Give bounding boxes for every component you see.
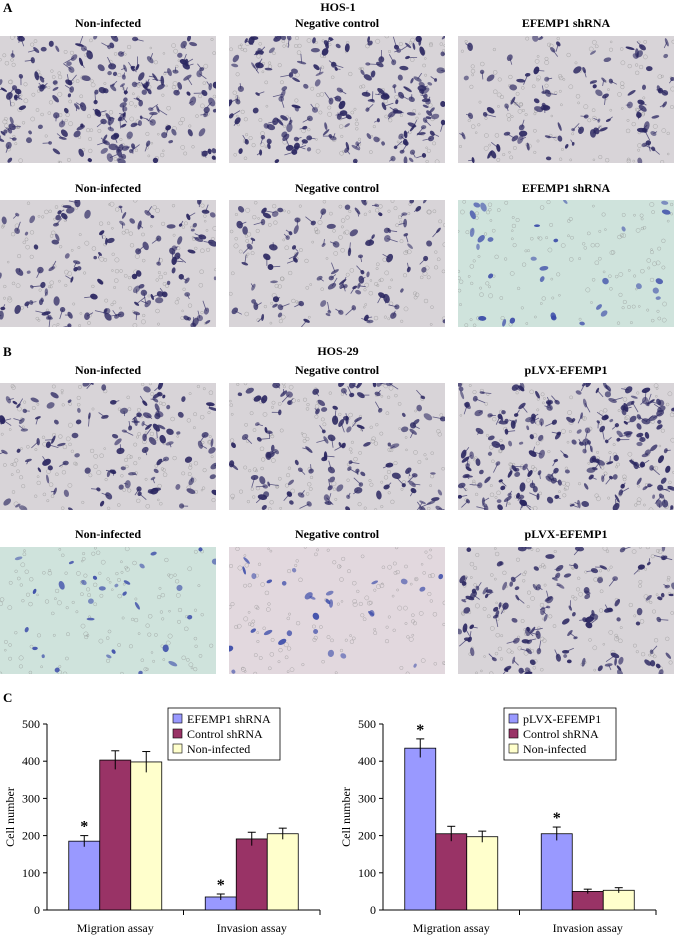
y-axis-label: Cell number — [3, 787, 17, 847]
caption-a2-1: Non-infected — [75, 181, 141, 195]
caption-b1-1: Non-infected — [75, 363, 141, 377]
caption-b2-1: Non-infected — [75, 527, 141, 541]
micrograph-a-migration-negative — [229, 36, 445, 163]
x-tick-label: Migration assay — [77, 921, 154, 935]
bar — [266, 833, 299, 911]
legend-box — [503, 707, 617, 761]
micrograph-b-migration-plvx — [458, 383, 674, 510]
micrograph-a-migration-shrna — [458, 36, 674, 163]
x-tick-label: Invasion assay — [217, 921, 287, 935]
y-tick-label: 500 — [358, 717, 376, 731]
significance-marker: * — [217, 877, 225, 894]
legend-label: Control shRNA — [187, 727, 263, 741]
y-tick-label: 200 — [22, 829, 40, 843]
legend-label: EFEMP1 shRNA — [187, 712, 271, 726]
y-tick-label: 500 — [22, 717, 40, 731]
bar — [435, 833, 468, 911]
legend-label: Non-infected — [523, 742, 586, 756]
micrograph-b-invasion-noninfected — [0, 547, 216, 674]
significance-marker: * — [416, 722, 424, 739]
panel-a-letter: A — [3, 0, 13, 15]
caption-b2-2: Negative control — [294, 527, 380, 541]
legend-label: pLVX-EFEMP1 — [523, 712, 601, 726]
y-tick-label: 0 — [34, 903, 40, 917]
micrograph-b-invasion-negative — [229, 547, 445, 674]
legend-swatch — [172, 713, 183, 724]
bar — [540, 833, 573, 911]
legend-swatch — [508, 728, 519, 739]
bar-chart-plvx-efemp1: 0 100 200 300 400 500 Cell number * Migration as… — [339, 707, 657, 935]
micrograph-a-invasion-negative — [229, 200, 445, 327]
caption-a1-3: EFEMP1 shRNA — [521, 16, 611, 30]
caption-b2-3: pLVX-EFEMP1 — [524, 527, 608, 541]
micrograph-b-invasion-plvx — [458, 547, 674, 674]
significance-marker: * — [80, 819, 88, 836]
panel-b-letter: B — [3, 344, 12, 359]
legend-swatch — [508, 713, 519, 724]
bar — [235, 838, 268, 911]
caption-b1-3: pLVX-EFEMP1 — [524, 363, 608, 377]
y-axis-label: Cell number — [339, 787, 353, 847]
caption-a2-3: EFEMP1 shRNA — [521, 181, 611, 195]
legend-label: Control shRNA — [523, 727, 599, 741]
micrograph-b-migration-noninfected — [0, 383, 216, 510]
y-tick-label: 300 — [22, 791, 40, 805]
x-tick-label: Migration assay — [413, 921, 490, 935]
micrograph-a-migration-noninfected — [0, 36, 216, 163]
bar — [130, 761, 163, 911]
bar — [99, 759, 132, 911]
panel-c-letter: C — [3, 690, 13, 705]
y-tick-label: 200 — [358, 829, 376, 843]
y-tick-label: 0 — [370, 903, 376, 917]
legend-swatch — [172, 743, 183, 754]
micrograph-a-invasion-shrna — [458, 200, 674, 327]
legend-swatch — [508, 743, 519, 754]
y-tick-label: 400 — [22, 754, 40, 768]
bar — [404, 747, 437, 911]
micrograph-b-migration-negative — [229, 383, 445, 510]
micrograph-a-invasion-noninfected — [0, 200, 216, 327]
bar-chart-efemp1-shrna: 0 100 200 300 400 500 Cell number * Migration as… — [3, 707, 321, 935]
y-tick-label: 100 — [358, 866, 376, 880]
panel-b-title: HOS-29 — [317, 344, 359, 358]
y-tick-label: 400 — [358, 754, 376, 768]
y-tick-label: 100 — [22, 866, 40, 880]
x-tick-label: Invasion assay — [553, 921, 623, 935]
caption-a1-2: Negative control — [294, 16, 380, 30]
bar — [602, 889, 635, 911]
significance-marker: * — [553, 810, 561, 827]
legend-swatch — [172, 728, 183, 739]
caption-a1-1: Non-infected — [75, 16, 141, 30]
legend-label: Non-infected — [187, 742, 250, 756]
bar — [466, 836, 499, 911]
caption-a2-2: Negative control — [294, 181, 380, 195]
y-tick-label: 300 — [358, 791, 376, 805]
bar — [68, 840, 101, 911]
panel-a-title: HOS-1 — [320, 0, 356, 14]
caption-b1-2: Negative control — [294, 363, 380, 377]
bar — [571, 890, 604, 911]
legend-box — [167, 707, 281, 761]
